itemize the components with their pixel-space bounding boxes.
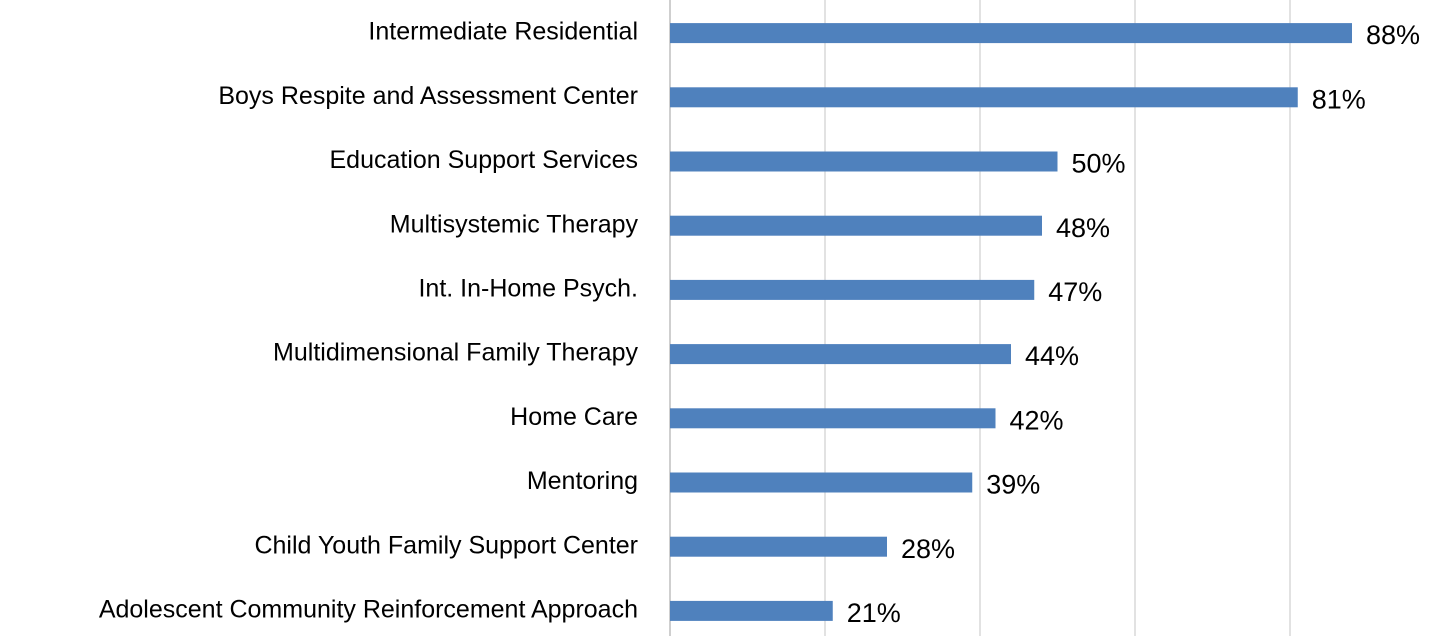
y-tick-label: Child Youth Family Support Center [254,531,638,559]
bar [670,344,1011,365]
bar [670,279,1035,300]
bar [670,472,973,493]
bar [670,536,887,557]
data-label: 50% [1072,149,1126,179]
y-tick-label: Multidimensional Family Therapy [273,339,638,367]
bar [670,23,1352,44]
data-label: 21% [847,598,901,628]
bar [670,408,996,429]
y-tick-label: Education Support Services [329,146,638,174]
y-tick-label: Adolescent Community Reinforcement Appro… [99,596,638,624]
data-label: 88% [1366,20,1420,50]
data-label: 28% [901,534,955,564]
bar [670,215,1042,236]
y-tick-label: Intermediate Residential [368,18,638,46]
data-label: 48% [1056,213,1110,243]
data-label: 44% [1025,341,1079,371]
y-tick-label: Home Care [510,403,638,431]
y-tick-label: Int. In-Home Psych. [418,275,638,303]
data-label: 42% [1010,405,1064,435]
data-label: 47% [1048,277,1102,307]
bar [670,151,1058,172]
bar [670,87,1298,108]
bar [670,600,833,621]
data-label: 39% [986,470,1040,500]
data-label: 81% [1312,84,1366,114]
y-tick-label: Mentoring [527,467,638,495]
y-tick-label: Multisystemic Therapy [390,210,639,238]
y-tick-label: Boys Respite and Assessment Center [218,82,638,110]
